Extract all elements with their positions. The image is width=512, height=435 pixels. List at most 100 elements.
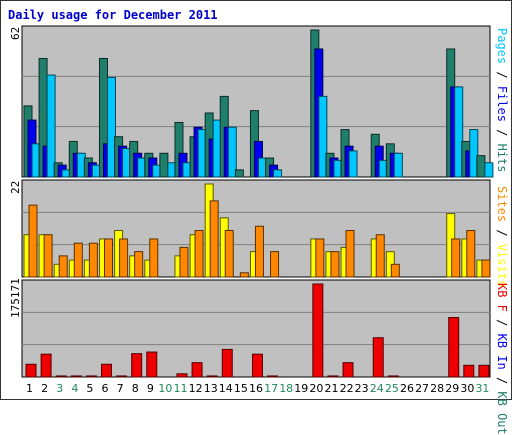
bar-kb-f-day-11 bbox=[176, 373, 188, 378]
day-label-11: 11 bbox=[174, 382, 188, 395]
bar-kb-f-day-16 bbox=[251, 353, 263, 378]
legend-part: KB F bbox=[495, 283, 509, 312]
bar-kb-f-day-13 bbox=[206, 375, 218, 378]
day-label-18: 18 bbox=[279, 382, 293, 395]
bar-kb-f-day-9 bbox=[146, 351, 158, 378]
day-label-27: 27 bbox=[415, 382, 429, 395]
day-label-31: 31 bbox=[475, 382, 489, 395]
bar-sites-day-12 bbox=[194, 230, 204, 278]
bar-kb-f-day-4 bbox=[70, 375, 82, 378]
legend-part: Hits bbox=[495, 143, 509, 173]
chart-svg: 1 2 3 4 5 6 7 8 9 10 11 12 13 14 15 16 17 18 19 20 21 22 23 24 2… bbox=[21, 25, 494, 395]
bar-kb-f-day-3 bbox=[55, 375, 67, 378]
bar-sites-day-2 bbox=[43, 234, 53, 278]
bar-sites-day-16 bbox=[254, 225, 264, 278]
day-label-16: 16 bbox=[249, 382, 263, 395]
panel-legend-pages-files-hits: Pages / Files / Hits bbox=[495, 28, 509, 173]
bar-pages-day-30 bbox=[469, 129, 479, 178]
bar-pages-day-17 bbox=[273, 169, 283, 178]
day-label-29: 29 bbox=[445, 382, 459, 395]
legend-part: / bbox=[495, 121, 509, 144]
day-label-5: 5 bbox=[86, 382, 93, 395]
day-label-21: 21 bbox=[324, 382, 338, 395]
bar-sites-day-17 bbox=[270, 251, 280, 278]
bar-sites-day-25 bbox=[390, 263, 400, 278]
bar-sites-day-9 bbox=[149, 238, 159, 278]
legend-part: / bbox=[495, 311, 509, 334]
day-label-20: 20 bbox=[309, 382, 323, 395]
legend-part: KB In bbox=[495, 333, 509, 370]
bar-kb-f-day-17 bbox=[267, 375, 279, 378]
day-label-24: 24 bbox=[370, 382, 384, 395]
bar-sites-day-8 bbox=[134, 251, 144, 278]
bar-hits-day-10 bbox=[159, 152, 169, 178]
bar-sites-day-6 bbox=[103, 238, 113, 278]
day-label-23: 23 bbox=[355, 382, 369, 395]
panel-max-label-kb: 175171 bbox=[9, 278, 22, 318]
bar-kb-f-day-8 bbox=[131, 353, 143, 378]
day-label-7: 7 bbox=[117, 382, 124, 395]
day-label-30: 30 bbox=[460, 382, 474, 395]
bar-kb-f-day-12 bbox=[191, 362, 203, 378]
day-label-8: 8 bbox=[132, 382, 139, 395]
day-label-2: 2 bbox=[41, 382, 48, 395]
bar-sites-day-20 bbox=[315, 238, 325, 278]
bar-sites-day-14 bbox=[224, 230, 234, 278]
legend-part: / bbox=[495, 64, 509, 86]
panel-legend-sites-visits: Sites / Visits bbox=[495, 186, 509, 287]
bar-hits-day-15 bbox=[234, 169, 244, 178]
day-label-15: 15 bbox=[234, 382, 248, 395]
day-label-6: 6 bbox=[102, 382, 109, 395]
bar-sites-day-1 bbox=[28, 204, 38, 278]
bar-sites-day-22 bbox=[345, 230, 355, 278]
panel-legend-kb: KB F / KB In / KB Out bbox=[495, 283, 509, 435]
legend-part: Visits bbox=[495, 243, 509, 288]
bar-sites-day-5 bbox=[88, 242, 98, 278]
day-label-10: 10 bbox=[158, 382, 172, 395]
bar-kb-f-day-30 bbox=[463, 364, 475, 378]
bar-kb-f-day-6 bbox=[100, 363, 112, 378]
bar-pages-day-6 bbox=[106, 76, 116, 178]
bar-pages-day-2 bbox=[46, 74, 56, 178]
bar-sites-day-4 bbox=[73, 242, 83, 278]
bar-sites-day-31 bbox=[481, 259, 491, 278]
bar-sites-day-29 bbox=[451, 238, 461, 278]
bar-kb-f-day-21 bbox=[327, 375, 339, 378]
bar-kb-f-day-2 bbox=[40, 353, 52, 378]
legend-part: / bbox=[495, 222, 509, 244]
bar-kb-f-day-14 bbox=[221, 348, 233, 378]
bar-sites-day-11 bbox=[179, 246, 189, 278]
chart-title: Daily usage for December 2011 bbox=[8, 8, 218, 22]
legend-part: Files bbox=[495, 85, 509, 122]
bar-sites-day-21 bbox=[330, 251, 340, 278]
day-label-19: 19 bbox=[294, 382, 308, 395]
day-label-1: 1 bbox=[26, 382, 33, 395]
day-label-22: 22 bbox=[340, 382, 354, 395]
day-label-13: 13 bbox=[204, 382, 218, 395]
bar-kb-f-day-7 bbox=[116, 375, 128, 378]
panel-max-label-visits: 22 bbox=[9, 180, 22, 194]
bar-kb-f-day-31 bbox=[478, 364, 490, 378]
bar-pages-day-25 bbox=[393, 152, 403, 178]
bar-pages-day-22 bbox=[348, 150, 358, 178]
bar-sites-day-15 bbox=[239, 272, 249, 278]
day-label-26: 26 bbox=[400, 382, 414, 395]
bar-sites-day-30 bbox=[466, 230, 476, 278]
day-label-25: 25 bbox=[385, 382, 399, 395]
bar-pages-day-31 bbox=[484, 162, 494, 178]
bar-hits-day-31 bbox=[476, 155, 486, 178]
bar-kb-f-day-20 bbox=[312, 283, 324, 378]
day-label-9: 9 bbox=[147, 382, 154, 395]
legend-part: / bbox=[495, 369, 509, 392]
bar-pages-day-29 bbox=[454, 86, 464, 178]
bar-kb-f-day-1 bbox=[25, 363, 37, 378]
bar-kb-f-day-22 bbox=[342, 362, 354, 378]
day-label-12: 12 bbox=[189, 382, 203, 395]
bar-pages-day-20 bbox=[318, 95, 328, 178]
panel-max-label-pages: 62 bbox=[9, 26, 22, 40]
legend-part: Sites bbox=[495, 186, 509, 223]
bar-kb-f-day-24 bbox=[372, 337, 384, 378]
day-label-3: 3 bbox=[56, 382, 63, 395]
bar-sites-day-13 bbox=[209, 200, 219, 278]
bar-kb-f-day-29 bbox=[448, 317, 460, 378]
